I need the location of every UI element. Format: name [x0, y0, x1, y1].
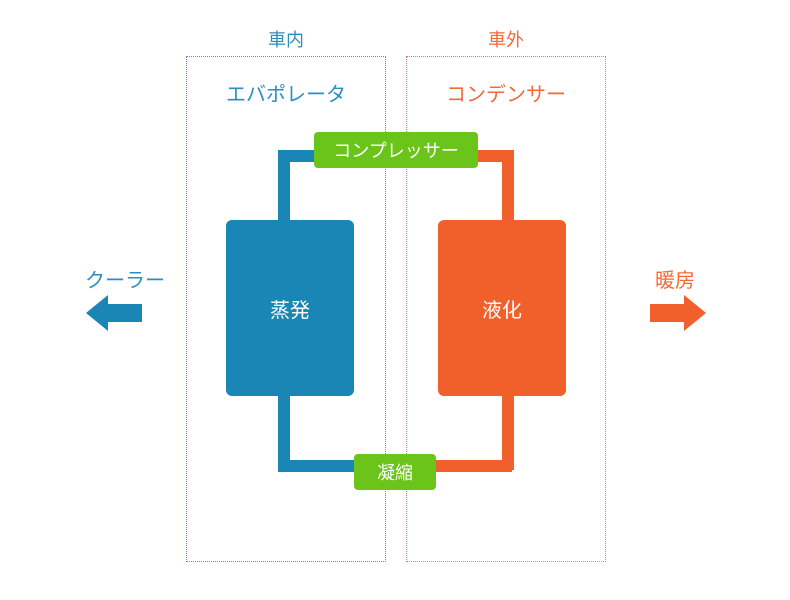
arrow-cooler-icon: .arrow-left::before{border-color:transpa… [108, 304, 142, 322]
zone-title-inside: 車内 [186, 26, 386, 52]
pipe-orange-bottom [432, 460, 512, 472]
label-cooler: クーラー [70, 264, 180, 293]
block-compressor: コンプレッサー [314, 132, 478, 168]
block-condense-label: 凝縮 [377, 459, 413, 485]
pipe-blue-bottom [278, 460, 358, 472]
label-heater: 暖房 [620, 264, 730, 293]
pipe-blue-down [278, 390, 290, 470]
block-condense: 凝縮 [354, 454, 436, 490]
block-liquefaction-label: 液化 [482, 294, 522, 323]
block-evaporation: 蒸発 [226, 220, 354, 396]
arrow-heater-icon: .arrow-right::before{border-color:transp… [650, 304, 684, 322]
pipe-orange-down [502, 390, 514, 470]
block-compressor-label: コンプレッサー [333, 137, 458, 163]
pipe-blue-up [278, 150, 290, 226]
heading-evaporator: エバポレータ [186, 78, 386, 107]
block-liquefaction: 液化 [438, 220, 566, 396]
pipe-orange-up [502, 150, 514, 226]
heading-condenser: コンデンサー [406, 78, 606, 107]
zone-title-outside: 車外 [406, 26, 606, 52]
block-evaporation-label: 蒸発 [270, 294, 310, 323]
